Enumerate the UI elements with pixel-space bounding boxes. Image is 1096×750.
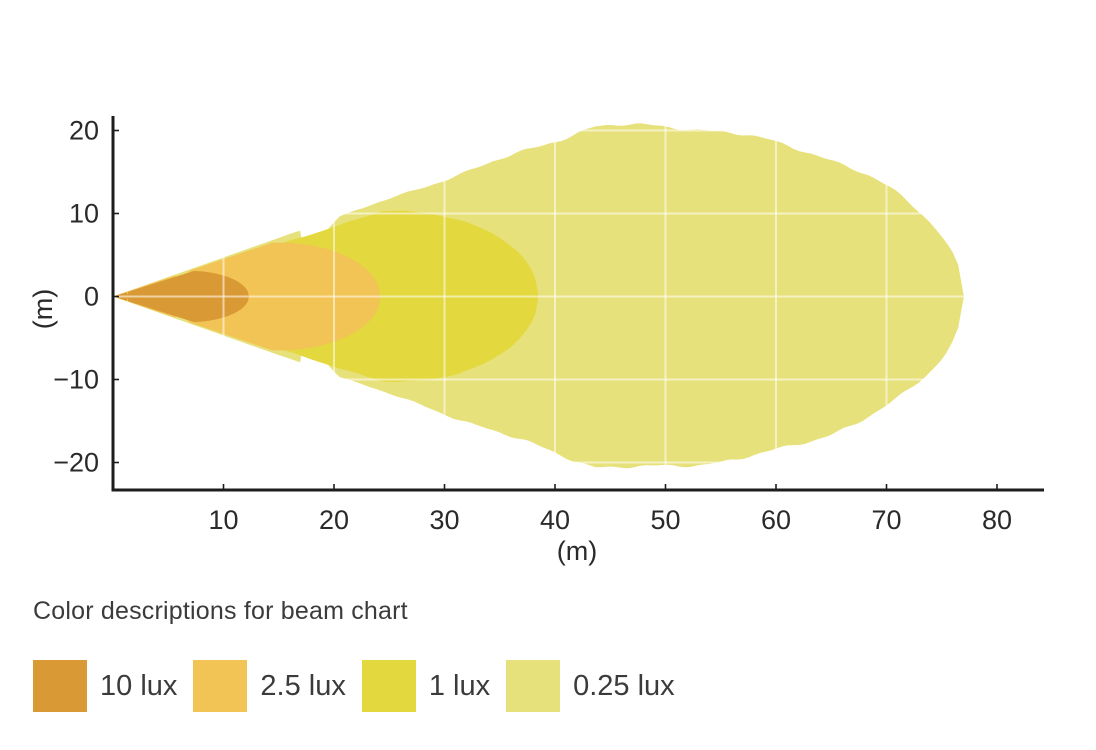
beam-chart: 10 20 30 40 50 60 70 80 20 10 0 −10 −20 (m) (m) (28, 116, 1044, 567)
legend-label-1lux: 1 lux (428, 669, 491, 702)
y-tick-label--20: −20 (53, 448, 99, 478)
legend-swatch-10lux (33, 660, 87, 712)
axis-labels: 10 20 30 40 50 60 70 80 20 10 0 −10 −20 (m) (m) (28, 116, 1012, 567)
legend-item-10lux: 10 lux (33, 660, 177, 712)
x-tick-label-80: 80 (982, 505, 1012, 535)
x-tick-label-70: 70 (871, 505, 901, 535)
legend-item-1lux: 1 lux (361, 660, 491, 712)
legend-item-0_25lux: 0.25 lux (506, 660, 675, 712)
x-tick-label-30: 30 (429, 505, 459, 535)
axes (111, 116, 1044, 492)
x-tick-label-40: 40 (540, 505, 570, 535)
legend-label-0_25lux: 0.25 lux (573, 669, 675, 702)
legend-swatch-2_5lux (193, 660, 248, 712)
legend-swatch-1lux (361, 660, 416, 712)
x-tick-label-60: 60 (761, 505, 791, 535)
legend-item-2_5lux: 2.5 lux (193, 660, 346, 712)
legend-swatch-0_25lux (506, 660, 561, 712)
y-tick-label-20: 20 (69, 116, 99, 146)
x-tick-label-20: 20 (319, 505, 349, 535)
legend-label-2_5lux: 2.5 lux (260, 669, 346, 702)
y-tick-label--10: −10 (53, 365, 99, 395)
legend-title: Color descriptions for beam chart (33, 597, 408, 625)
legend: 10 lux 2.5 lux 1 lux 0.25 lux (33, 660, 675, 712)
gridlines (115, 116, 1044, 488)
y-axis-title: (m) (28, 289, 58, 329)
legend-label-10lux: 10 lux (100, 669, 178, 702)
beam-chart-area: 10 20 30 40 50 60 70 80 20 10 0 −10 −20 (m) (m) (28, 116, 1044, 567)
x-tick-label-10: 10 (208, 505, 238, 535)
x-axis-title: (m) (557, 536, 597, 566)
x-tick-label-50: 50 (650, 505, 680, 535)
y-tick-label-0: 0 (84, 282, 99, 312)
y-tick-label-10: 10 (69, 199, 99, 229)
